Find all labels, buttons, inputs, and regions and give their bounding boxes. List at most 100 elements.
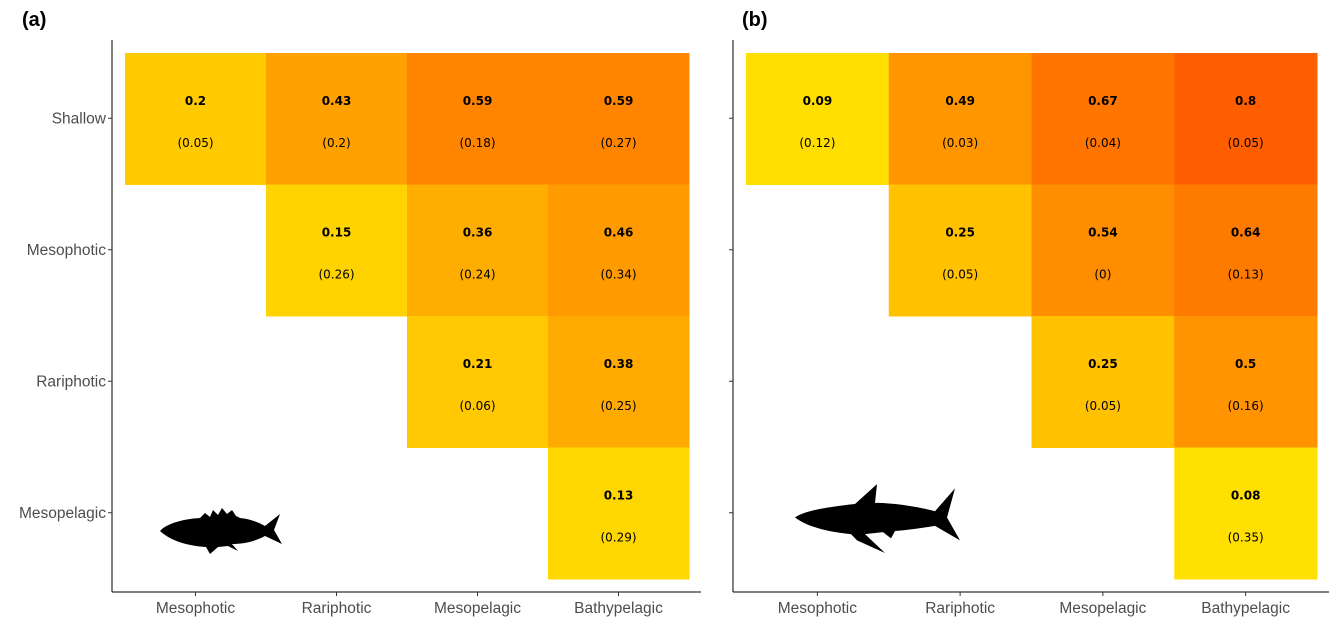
heatmap-cell: 0.59 (0.27) [548,53,690,185]
heatmap-cell: 0.54 (0) [1031,184,1175,317]
panel-label: (b) [742,9,768,31]
cell-sd-label: (0.18) [459,136,495,150]
x-tick-label: Rariphotic [302,600,372,617]
cell-value-label: 0.5 [1235,357,1256,371]
heatmap-cell-rect [1031,184,1175,317]
heatmap-cell-rect [266,184,408,317]
cell-sd-label: (0.13) [1228,267,1264,281]
cell-value-label: 0.15 [322,225,352,239]
heatmap-cell: 0.36 (0.24) [407,184,549,317]
cell-value-label: 0.43 [322,94,352,108]
cell-value-label: 0.46 [604,225,634,239]
cell-sd-label: (0.05) [1228,136,1264,150]
cell-sd-label: (0.05) [177,136,213,150]
heatmap-cell-rect [266,53,408,185]
heatmap-cell-rect [1031,316,1175,448]
heatmap-cell: 0.21 (0.06) [407,316,549,448]
x-tick-label: Mesopelagic [1059,600,1146,617]
heatmap-cell-rect [888,53,1032,185]
cell-value-label: 0.49 [945,94,975,108]
cell-sd-label: (0.03) [942,136,978,150]
x-tick-label: Bathypelagic [1201,600,1290,617]
y-tick-label: Mesophotic [27,242,107,259]
heatmap-cell: 0.09 (0.12) [746,53,890,185]
heatmap-cell: 0.59 (0.18) [407,53,549,185]
heatmap-cell-rect [1174,184,1318,317]
x-tick-label: Mesophotic [156,600,236,617]
cell-value-label: 0.67 [1088,94,1118,108]
heatmap-cell-rect [407,316,549,448]
shark-icon [795,484,960,553]
y-tick-label: Rariphotic [36,373,106,390]
cell-sd-label: (0.24) [459,267,495,281]
heatmap-cell: 0.49 (0.03) [888,53,1032,185]
cell-sd-label: (0.27) [600,136,636,150]
heatmap-cell: 0.46 (0.34) [548,184,690,317]
cell-value-label: 0.36 [463,225,493,239]
heatmap-cell: 0.2 (0.05) [125,53,267,185]
fish-icon-shape [160,508,282,554]
cell-sd-label: (0.05) [942,267,978,281]
shark-icon-shape [795,484,960,553]
heatmap-cell-rect [548,53,690,185]
cell-value-label: 0.59 [604,94,634,108]
panel-label: (a) [22,9,46,31]
x-tick-label: Rariphotic [925,600,995,617]
cell-value-label: 0.2 [185,94,206,108]
heatmap-cell: 0.13 (0.29) [548,447,690,580]
panel-b: (b) 0.09 (0.12) 0.49 (0.03) 0.67 (0.04) 0.8 (0.0… [729,9,1329,617]
fish-icon [160,508,282,554]
heatmap-cell: 0.5 (0.16) [1174,316,1318,448]
heatmap-cell-rect [1031,53,1175,185]
heatmap-cell: 0.8 (0.05) [1174,53,1318,185]
cell-sd-label: (0.35) [1228,530,1264,544]
cell-sd-label: (0.06) [459,399,495,413]
cell-sd-label: (0.2) [322,136,350,150]
heatmap-cell: 0.43 (0.2) [266,53,408,185]
cell-value-label: 0.64 [1231,225,1261,239]
heatmap-cell-rect [888,184,1032,317]
cell-value-label: 0.8 [1235,94,1256,108]
heatmap-cell-rect [1174,316,1318,448]
cell-sd-label: (0) [1094,267,1111,281]
heatmap-cell-rect [1174,447,1318,580]
y-tick-label: Mesopelagic [19,505,106,522]
heatmap-cell: 0.67 (0.04) [1031,53,1175,185]
cell-value-label: 0.59 [463,94,493,108]
cell-sd-label: (0.05) [1085,399,1121,413]
cell-sd-label: (0.34) [600,267,636,281]
heatmap-cell-rect [1174,53,1318,185]
cell-value-label: 0.25 [1088,357,1118,371]
heatmap-cell-rect [746,53,890,185]
cell-value-label: 0.08 [1231,488,1261,502]
heatmap-cell: 0.38 (0.25) [548,316,690,448]
cell-sd-label: (0.16) [1228,399,1264,413]
cell-sd-label: (0.04) [1085,136,1121,150]
x-tick-label: Bathypelagic [574,600,663,617]
cell-value-label: 0.54 [1088,225,1118,239]
cell-value-label: 0.21 [463,357,493,371]
cell-value-label: 0.38 [604,357,634,371]
cell-value-label: 0.13 [604,488,634,502]
heatmap-cell: 0.25 (0.05) [1031,316,1175,448]
y-tick-label: Shallow [52,110,107,127]
x-tick-label: Mesopelagic [434,600,521,617]
heatmap-cell-rect [407,53,549,185]
cell-sd-label: (0.26) [318,267,354,281]
heatmap-cell-rect [548,184,690,317]
heatmap-cell: 0.08 (0.35) [1174,447,1318,580]
heatmap-cell-rect [407,184,549,317]
cell-sd-label: (0.29) [600,530,636,544]
panel-a: (a) 0.2 (0.05) 0.43 (0.2) 0.59 (0.18) 0.59 (0.27… [19,9,701,617]
heatmap-cell: 0.25 (0.05) [888,184,1032,317]
heatmap-cell-rect [548,316,690,448]
cell-sd-label: (0.25) [600,399,636,413]
cell-sd-label: (0.12) [799,136,835,150]
heatmap-cell-rect [125,53,267,185]
cell-value-label: 0.09 [803,94,833,108]
x-tick-label: Mesophotic [778,600,858,617]
heatmap-cell-rect [548,447,690,580]
cell-value-label: 0.25 [945,225,975,239]
heatmap-cell: 0.15 (0.26) [266,184,408,317]
